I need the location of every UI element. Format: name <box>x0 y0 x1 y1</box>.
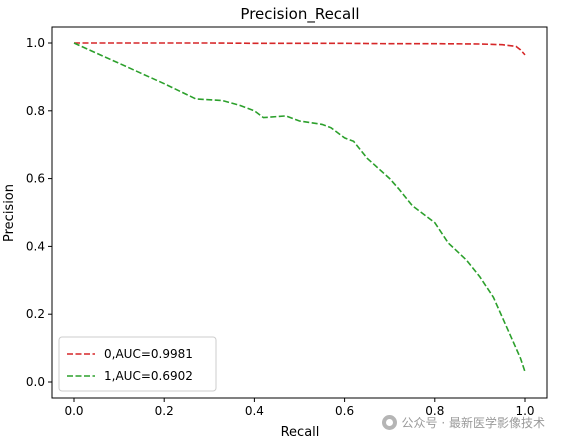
series-line-0 <box>74 42 526 56</box>
x-tick-label: 1.0 <box>515 404 534 418</box>
x-tick-label: 0.0 <box>64 404 83 418</box>
series-line-1 <box>73 42 526 373</box>
x-tick-label: 0.8 <box>425 404 444 418</box>
legend-box <box>58 336 217 392</box>
x-axis-label: Recall <box>281 425 320 440</box>
legend-label: 0,AUC=0.9981 <box>104 347 193 361</box>
y-tick-label: 0.6 <box>26 172 45 186</box>
y-tick-label: 0.4 <box>26 239 45 253</box>
legend-label: 1,AUC=0.6902 <box>104 369 193 383</box>
axes-frame <box>51 26 548 399</box>
legend: 0,AUC=0.9981 1,AUC=0.6902 <box>58 336 217 392</box>
x-tick-label: 0.6 <box>335 404 354 418</box>
watermark: 公众号 · 最新医学影像技术 <box>381 414 545 431</box>
chart-title: Precision_Recall <box>240 5 359 24</box>
plot-area <box>73 42 526 373</box>
wechat-icon <box>381 415 397 430</box>
x-tick-label: 0.4 <box>245 404 264 418</box>
y-tick-label: 0.0 <box>26 375 45 389</box>
axes: 0.0 0.2 0.4 0.6 0.8 1.0 0.0 0.2 0.4 0.6 0.8 1.0 <box>26 26 548 418</box>
y-tick-label: 0.8 <box>26 104 45 118</box>
y-tick-label: 1.0 <box>26 36 45 50</box>
x-tick-label: 0.2 <box>155 404 174 418</box>
y-tick-label: 0.2 <box>26 307 45 321</box>
watermark-text: 公众号 · 最新医学影像技术 <box>401 416 545 430</box>
y-axis-label: Precision <box>2 184 17 242</box>
